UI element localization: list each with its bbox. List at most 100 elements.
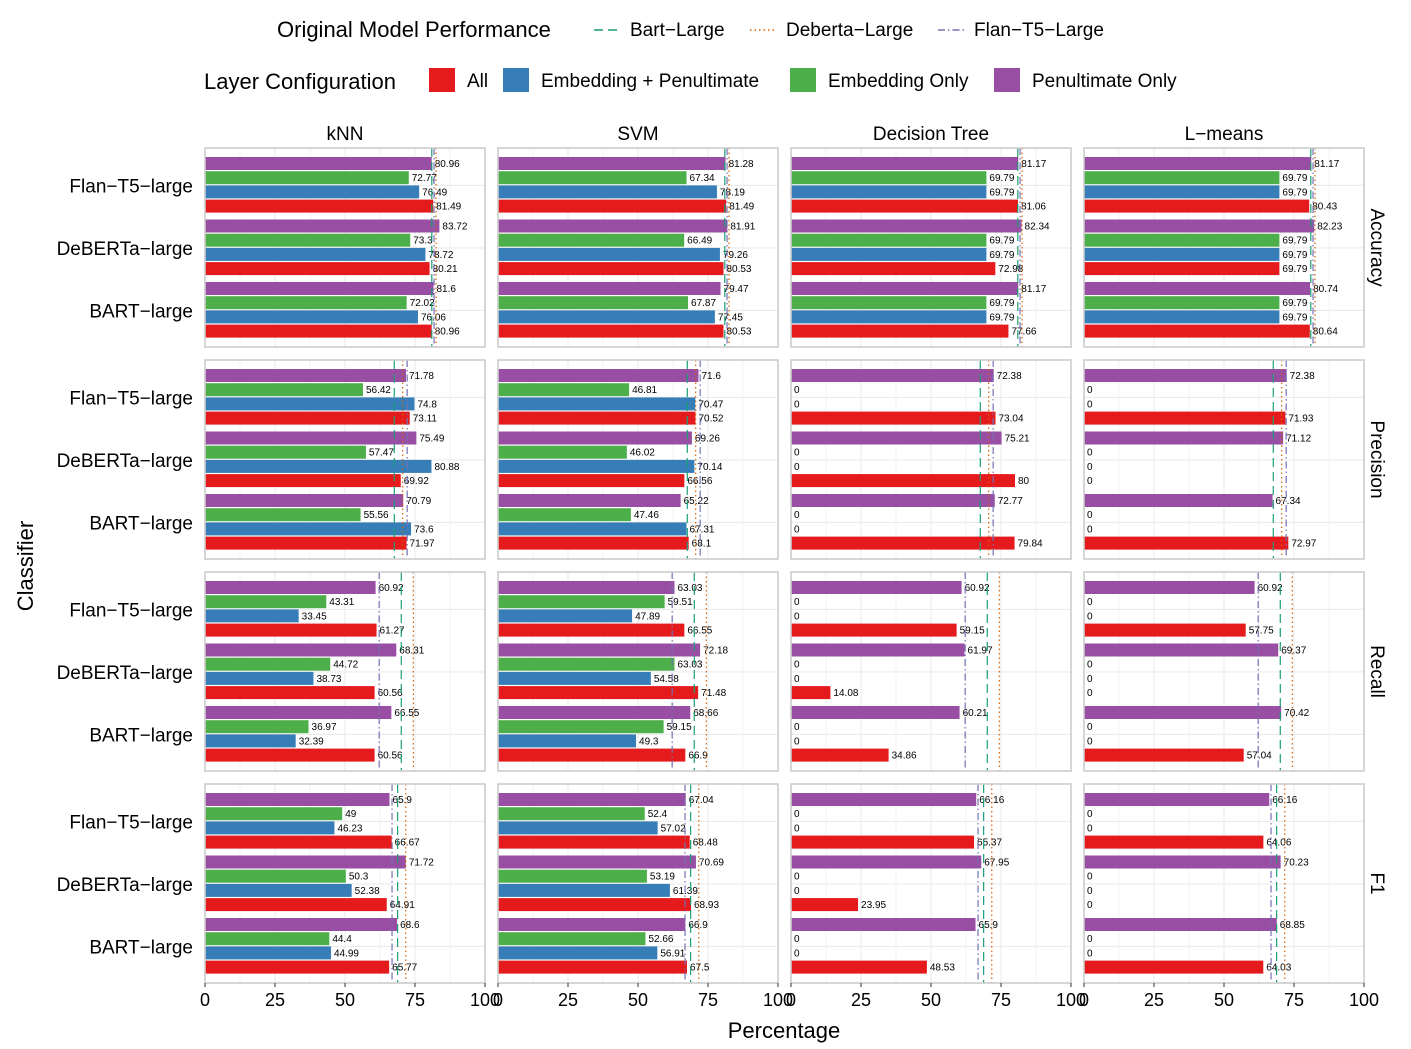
- data-label: 67.31: [689, 524, 714, 535]
- bar: [791, 296, 987, 310]
- bar: [1084, 369, 1287, 382]
- data-label: 81.06: [1021, 202, 1046, 213]
- panel-accuracy-svm: 81.28 67.34 78.19 81.49 81.91 66.49 79.26 80.53…: [497, 147, 779, 348]
- x-tick-label: 75: [991, 990, 1011, 1010]
- x-tick-label: 75: [698, 990, 718, 1010]
- bar: [498, 262, 724, 276]
- data-label: 70.52: [698, 414, 723, 425]
- bar: [498, 219, 728, 233]
- bar: [791, 793, 977, 806]
- bar: [205, 522, 412, 536]
- bar: [205, 233, 411, 247]
- bar: [498, 157, 726, 170]
- bar: [1084, 199, 1310, 213]
- data-label: 80.96: [435, 159, 460, 170]
- data-label: 66.9: [688, 920, 708, 931]
- data-label: 76.49: [422, 187, 447, 198]
- x-tick-label: 50: [335, 990, 355, 1010]
- data-label: 69.79: [1282, 173, 1307, 184]
- bar: [1084, 748, 1244, 762]
- data-label: 68.66: [693, 708, 718, 719]
- data-label: 34.86: [892, 751, 917, 762]
- data-label: 0: [1087, 736, 1093, 747]
- data-label: 81.6: [436, 284, 456, 295]
- data-label: 69.92: [404, 476, 429, 487]
- data-label: 71.48: [701, 688, 726, 699]
- panel-f1-svm: 67.0452.457.0268.4870.6953.1961.3968.936…: [497, 783, 779, 984]
- bar: [205, 247, 426, 261]
- bar: [1084, 296, 1280, 310]
- bar: [498, 595, 665, 609]
- bar: [1084, 310, 1280, 324]
- data-label: 56.91: [660, 948, 685, 959]
- data-label: 23.95: [861, 900, 886, 911]
- legend-ref-label-deberta-large: Deberta−Large: [786, 20, 913, 41]
- bar: [498, 883, 670, 897]
- bar: [791, 431, 1002, 445]
- bar: [1084, 855, 1281, 869]
- bar: [205, 855, 406, 869]
- bar: [791, 199, 1018, 213]
- data-label: 0: [1087, 462, 1093, 473]
- data-label: 80.96: [435, 327, 460, 338]
- y-tick-label: BART−large: [89, 725, 193, 746]
- facet-col-l-means: L−means: [1185, 124, 1264, 145]
- data-label: 49.3: [639, 736, 659, 747]
- bar: [791, 706, 960, 719]
- bar: [205, 445, 366, 459]
- bar: [498, 199, 727, 213]
- bar: [1084, 623, 1246, 637]
- x-tick-label: 25: [558, 990, 578, 1010]
- bar: [791, 262, 996, 276]
- data-label: 52.38: [355, 886, 380, 897]
- data-label: 71.12: [1286, 434, 1311, 445]
- panel-accuracy-l-means: 81.17 69.79 69.79 80.43 82.23 69.79 69.79 69.79…: [1083, 147, 1365, 348]
- x-axis-title: Percentage: [728, 1018, 841, 1043]
- panel-border: [497, 571, 779, 772]
- x-tick-label: 0: [493, 990, 503, 1010]
- data-label: 77.66: [1011, 327, 1036, 338]
- data-label: 0: [794, 948, 800, 959]
- panel-f1-l-means: 66.16 0 0 64.06 70.23 0 0 0 68.85 0 0 64.03: [1083, 783, 1365, 984]
- bar: [498, 657, 675, 671]
- data-label: 59.51: [668, 597, 693, 608]
- data-label: 48.53: [930, 963, 955, 974]
- bar: [498, 474, 685, 488]
- panel-border: [1083, 571, 1365, 772]
- bar: [1084, 536, 1289, 550]
- data-label: 72.97: [1291, 539, 1316, 550]
- y-tick-label: DeBERTa−large: [57, 875, 193, 896]
- bar: [498, 282, 721, 295]
- x-tick-label: 100: [470, 990, 500, 1010]
- data-label: 67.87: [691, 298, 716, 309]
- data-label: 82.23: [1317, 222, 1342, 233]
- panel-border: [497, 359, 779, 560]
- x-tick-label: 25: [851, 990, 871, 1010]
- data-label: 68.85: [1280, 920, 1305, 931]
- facet-row-recall: Recall: [1366, 645, 1387, 698]
- bar: [791, 960, 927, 974]
- facet-row-precision: Precision: [1366, 420, 1387, 498]
- data-label: 81.17: [1021, 284, 1046, 295]
- legend-layer-key-embedding-only: [790, 68, 816, 92]
- x-tick-label: 50: [628, 990, 648, 1010]
- data-label: 0: [1087, 674, 1093, 685]
- bar: [1084, 219, 1315, 233]
- data-label: 70.23: [1284, 858, 1309, 869]
- data-label: 72.38: [997, 371, 1022, 382]
- bar: [498, 431, 692, 445]
- bar: [498, 918, 686, 931]
- data-label: 68.48: [693, 838, 718, 849]
- data-label: 0: [1087, 385, 1093, 396]
- bar: [791, 918, 976, 931]
- bar: [791, 369, 994, 382]
- y-tick-label: DeBERTa−large: [57, 663, 193, 684]
- bar: [205, 397, 415, 411]
- bar: [791, 233, 987, 247]
- data-label: 56.42: [366, 385, 391, 396]
- data-label: 81.17: [1314, 159, 1339, 170]
- data-label: 71.6: [701, 371, 721, 382]
- bar: [791, 898, 859, 912]
- data-label: 80.53: [726, 264, 751, 275]
